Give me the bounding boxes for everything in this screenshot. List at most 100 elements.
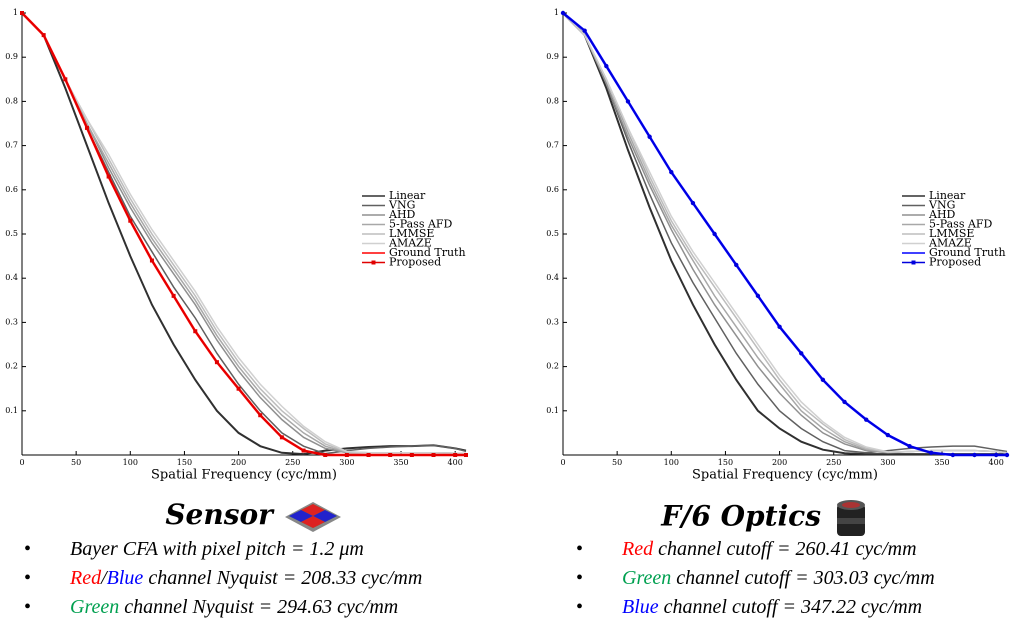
y-tick-label: 0.2 <box>546 362 559 371</box>
point <box>432 453 436 457</box>
point <box>302 449 306 453</box>
heading-text: Sensor <box>165 498 273 531</box>
bullet-text: Red <box>70 567 101 589</box>
x-tick-label: 300 <box>880 458 895 467</box>
x-tick-label: 350 <box>934 458 949 467</box>
y-tick-label: 0.4 <box>5 273 18 282</box>
bullet: Green channel cutoff = 303.03 cyc/mm <box>576 567 1016 596</box>
y-tick-label: 0.5 <box>546 229 559 238</box>
x-tick-label: 400 <box>448 458 463 467</box>
point <box>367 453 371 457</box>
y-tick-label: 0.6 <box>546 185 559 194</box>
point <box>193 329 197 333</box>
point <box>582 28 586 32</box>
legend-marker <box>912 261 916 265</box>
point <box>907 444 911 448</box>
point <box>734 263 738 267</box>
lens-icon <box>831 498 871 538</box>
point <box>821 378 825 382</box>
point <box>647 135 651 139</box>
point <box>128 219 132 223</box>
x-axis-label: Spatial Frequency (cyc/mm) <box>151 468 337 483</box>
panel-heading: F/6 Optics <box>576 498 1016 538</box>
point <box>864 417 868 421</box>
x-tick-label: 150 <box>718 458 733 467</box>
y-tick-label: 0.9 <box>5 52 18 61</box>
bullet-text: channel Nyquist = 294.63 cyc/mm <box>119 596 398 618</box>
point <box>280 435 284 439</box>
heading-text: F/6 Optics <box>661 500 821 533</box>
point <box>994 453 998 457</box>
charts: 0501001502002503003504000.10.20.30.40.50… <box>0 0 1033 495</box>
legend-label: Proposed <box>929 256 981 269</box>
y-tick-label: 0.4 <box>546 273 559 282</box>
x-tick-label: 250 <box>285 458 300 467</box>
sensor-icon <box>283 500 343 534</box>
x-tick-label: 200 <box>231 458 246 467</box>
x-tick-label: 400 <box>989 458 1004 467</box>
point <box>42 33 46 37</box>
point <box>951 453 955 457</box>
bullet-text: Blue <box>622 596 659 618</box>
x-tick-label: 0 <box>19 458 24 467</box>
y-tick-label: 0.5 <box>5 229 18 238</box>
x-tick-label: 50 <box>612 458 622 467</box>
point <box>756 294 760 298</box>
y-tick-label: 0.9 <box>546 52 559 61</box>
bullet-text: Bayer CFA with pixel pitch = 1.2 μm <box>70 538 364 560</box>
point <box>63 77 67 81</box>
bullet-text: Red <box>622 538 653 560</box>
optics-panel: F/6 Optics Red channel cutoff = 260.41 c… <box>576 498 1016 625</box>
point <box>669 170 673 174</box>
bullet: Green channel Nyquist = 294.63 cyc/mm <box>24 596 484 625</box>
bullet-text: Green <box>622 567 671 589</box>
bullet-text: Blue <box>107 567 144 589</box>
point <box>150 259 154 263</box>
legend-marker <box>372 261 376 265</box>
point <box>85 126 89 130</box>
x-tick-label: 350 <box>393 458 408 467</box>
point <box>799 351 803 355</box>
point <box>626 99 630 103</box>
bullet-text: channel cutoff = 260.41 cyc/mm <box>653 538 916 560</box>
bullet-text: channel Nyquist = 208.33 cyc/mm <box>143 567 422 589</box>
y-tick-label: 1 <box>554 8 559 17</box>
y-tick-label: 0.7 <box>546 141 559 150</box>
y-tick-label: 0.3 <box>546 317 559 326</box>
slide: 0501001502002503003504000.10.20.30.40.50… <box>0 0 1033 627</box>
x-tick-label: 50 <box>71 458 81 467</box>
point <box>453 453 457 457</box>
point <box>388 453 392 457</box>
bullet: Bayer CFA with pixel pitch = 1.2 μm <box>24 538 484 567</box>
y-tick-label: 1 <box>13 8 18 17</box>
point <box>777 325 781 329</box>
point <box>691 201 695 205</box>
point <box>258 413 262 417</box>
point <box>842 400 846 404</box>
sensor-panel: Sensor Bayer CFA with pixel pitch = 1.2 … <box>24 498 484 625</box>
point <box>604 64 608 68</box>
point <box>20 11 24 15</box>
x-tick-label: 300 <box>339 458 354 467</box>
bullet: Red/Blue channel Nyquist = 208.33 cyc/mm <box>24 567 484 596</box>
point <box>561 11 565 15</box>
y-tick-label: 0.3 <box>5 317 18 326</box>
y-tick-label: 0.6 <box>5 185 18 194</box>
x-tick-label: 150 <box>177 458 192 467</box>
bullet-text: channel cutoff = 303.03 cyc/mm <box>671 567 934 589</box>
x-tick-label: 100 <box>664 458 679 467</box>
panel-heading: Sensor <box>24 498 484 538</box>
point <box>107 175 111 179</box>
point <box>172 294 176 298</box>
y-tick-label: 0.8 <box>546 96 559 105</box>
y-tick-label: 0.7 <box>5 141 18 150</box>
y-tick-label: 0.8 <box>5 96 18 105</box>
point <box>215 360 219 364</box>
point <box>237 387 241 391</box>
y-tick-label: 0.2 <box>5 362 18 371</box>
point <box>410 453 414 457</box>
point <box>929 451 933 455</box>
legend-label: Proposed <box>389 256 441 269</box>
point <box>886 433 890 437</box>
x-tick-label: 100 <box>123 458 138 467</box>
